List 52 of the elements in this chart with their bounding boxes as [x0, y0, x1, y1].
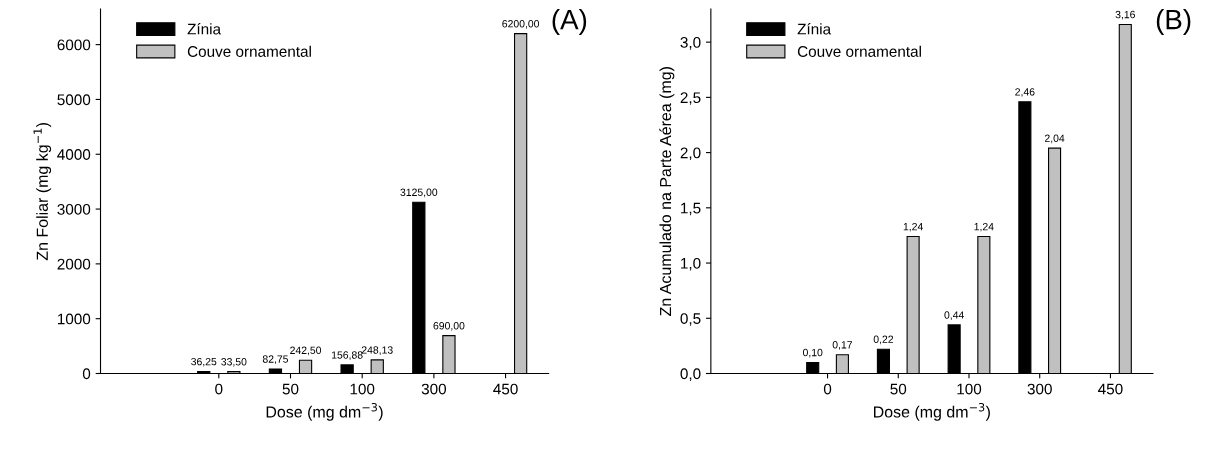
x-tick-label: 450	[493, 383, 518, 395]
y-tick-label: 6000	[57, 39, 91, 51]
data-label: 242,50	[290, 346, 322, 356]
x-tick-label: 0	[215, 383, 223, 395]
x-tick-label: 100	[350, 383, 375, 395]
y-tick-label: 4000	[57, 149, 91, 160]
x-axis-title: Dose (mg dm$^{−3}$)	[874, 403, 990, 421]
y-tick-label: 1,5	[681, 202, 701, 216]
data-label: 82,75	[262, 355, 289, 364]
legend-label: Couve ornamental	[187, 45, 311, 57]
y-tick-label: 0,0	[680, 368, 701, 381]
x-tick-label: 0	[823, 383, 832, 395]
data-label: 2,04	[1044, 134, 1065, 144]
y-tick-label: 2,0	[680, 147, 701, 161]
y-tick-label: 0,5	[680, 313, 701, 326]
y-tick-label: 1,0	[681, 257, 701, 271]
data-label: 0,22	[873, 335, 894, 345]
y-tick-label: 5000	[57, 94, 91, 106]
y-tick-label: 0	[82, 368, 91, 380]
x-tick-label: 300	[421, 383, 447, 395]
x-tick-label: 300	[1027, 383, 1052, 395]
x-axis-title: Dose (mg dm$^{−3}$)	[266, 403, 383, 421]
x-tick-label: 450	[1098, 383, 1123, 395]
data-label: 1,24	[903, 222, 923, 232]
legend-label: Couve ornamental	[797, 45, 921, 57]
x-tick-label: 50	[282, 383, 299, 395]
data-label: 3125,00	[400, 188, 438, 198]
y-tick-label: 3,0	[680, 37, 701, 50]
data-label: 0,10	[802, 348, 823, 358]
data-label: 36,25	[191, 357, 217, 367]
data-label: 2,46	[1015, 88, 1035, 97]
y-axis-title: Zn Foliar (mg kg$^{−1}$)	[33, 122, 52, 261]
x-tick-label: 50	[890, 383, 907, 395]
data-label: 3,16	[1115, 10, 1135, 20]
x-tick-label: 100	[957, 383, 982, 395]
text: (B)	[1156, 9, 1191, 35]
data-label: 33,50	[221, 358, 247, 367]
legend-label: Zínia	[187, 23, 222, 35]
data-label: 0,44	[944, 311, 964, 320]
data-label: 1,24	[974, 222, 994, 232]
data-label: 156,88	[332, 351, 363, 360]
y-tick-label: 2000	[57, 258, 91, 270]
y-tick-label: 2,5	[680, 92, 701, 105]
y-tick-label: 1000	[57, 313, 91, 325]
text: (A)	[552, 9, 587, 35]
data-label: 248,13	[361, 346, 393, 355]
y-axis-title: Zn Acumulado na Parte Aérea (mg)	[659, 67, 675, 316]
legend-label: Zínia	[797, 23, 832, 35]
data-label: 6200,00	[502, 20, 540, 29]
data-label: 690,00	[433, 322, 465, 331]
y-tick-label: 3000	[57, 203, 91, 215]
data-label: 0,17	[832, 341, 853, 350]
